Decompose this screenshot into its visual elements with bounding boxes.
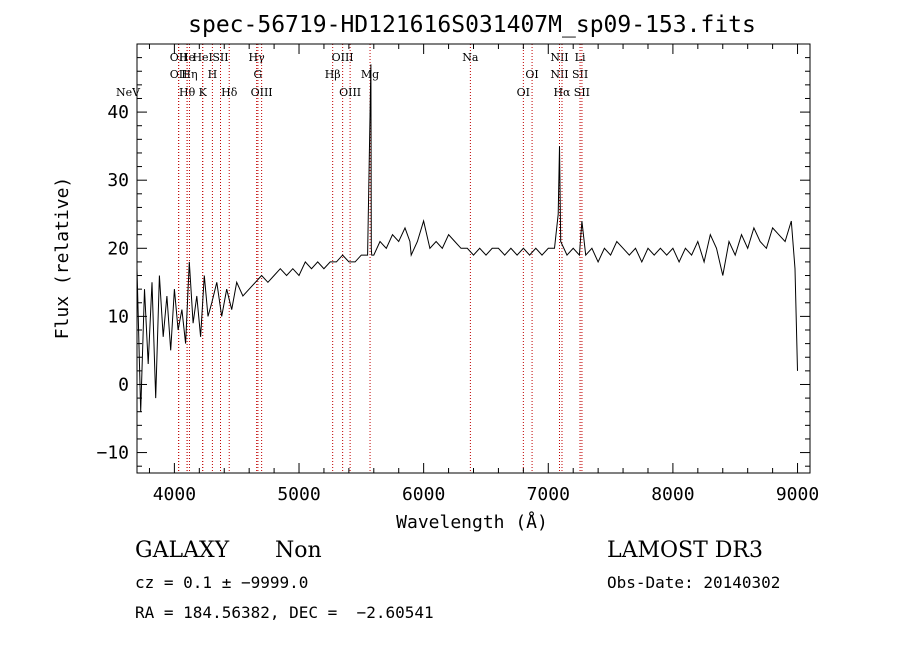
object-class: GALAXY: [135, 538, 230, 563]
marker-label-15: OIII: [332, 51, 354, 64]
marker-label-7: K: [199, 86, 208, 99]
y-tick-label-4: 30: [107, 170, 129, 191]
obs-date: Obs-Date: 20140302: [607, 573, 781, 592]
x-tick-label-3: 7000: [527, 484, 570, 505]
marker-label-17: Mg: [361, 68, 379, 81]
marker-label-4: He: [179, 51, 195, 64]
y-tick-label-5: 40: [107, 102, 129, 123]
x-axis-ticks: 4000 5000 6000 7000 8000 9000: [148, 44, 819, 505]
object-subclass: Non: [275, 538, 322, 563]
x-tick-label-4: 8000: [651, 484, 694, 505]
marker-label-14: Hβ: [325, 68, 341, 81]
marker-label-9: SII: [212, 51, 228, 64]
marker-label-2: OII: [170, 68, 188, 81]
y-axis-label: Flux (relative): [52, 177, 73, 340]
marker-label-5: Hη: [181, 68, 197, 81]
y-axis-ticks: −10 0 10 20 30 40: [96, 57, 810, 467]
x-tick-label-5: 9000: [776, 484, 819, 505]
y-tick-label-2: 10: [107, 306, 129, 327]
marker-label-20: OI: [525, 68, 538, 81]
marker-label-22: NII: [550, 68, 568, 81]
emission-line-markers: NeVOIIOIIHθHeHηHeIKHSIIHδHγGOIIIHβOIIIOI…: [116, 44, 590, 473]
x-tick-label-1: 5000: [277, 484, 320, 505]
coordinates: RA = 184.56382, DEC = −2.60541: [135, 603, 434, 622]
x-tick-label-0: 4000: [153, 484, 196, 505]
y-tick-label-1: 0: [118, 374, 129, 395]
marker-label-26: SII: [574, 86, 590, 99]
plot-frame: [136, 43, 811, 474]
survey-label: LAMOST DR3: [607, 538, 763, 563]
marker-label-16: OIII: [339, 86, 361, 99]
spectrum-line: [136, 64, 798, 412]
marker-label-11: Hγ: [249, 51, 266, 64]
marker-label-23: Hα: [553, 86, 571, 99]
marker-label-8: H: [208, 68, 218, 81]
x-axis-label: Wavelength (Å): [396, 511, 548, 533]
y-tick-label-3: 20: [107, 238, 129, 259]
redshift-text: cz = 0.1 ± −9999.0: [135, 573, 309, 592]
marker-label-12: G: [253, 68, 262, 81]
marker-label-24: Li: [575, 51, 586, 64]
marker-label-13: OIII: [251, 86, 273, 99]
marker-label-10: Hδ: [221, 86, 238, 99]
y-tick-label-0: −10: [96, 443, 129, 464]
marker-label-21: NII: [550, 51, 568, 64]
marker-label-25: SII: [572, 68, 588, 81]
marker-label-19: OI: [517, 86, 530, 99]
marker-label-1: OII: [170, 51, 188, 64]
x-tick-label-2: 6000: [402, 484, 445, 505]
marker-label-6: HeI: [192, 51, 212, 64]
marker-label-18: Na: [462, 51, 479, 64]
marker-label-0: NeV: [116, 86, 141, 99]
spectrum-polyline: [136, 64, 798, 412]
chart-title: spec-56719-HD121616S031407M_sp09-153.fit…: [188, 12, 756, 38]
